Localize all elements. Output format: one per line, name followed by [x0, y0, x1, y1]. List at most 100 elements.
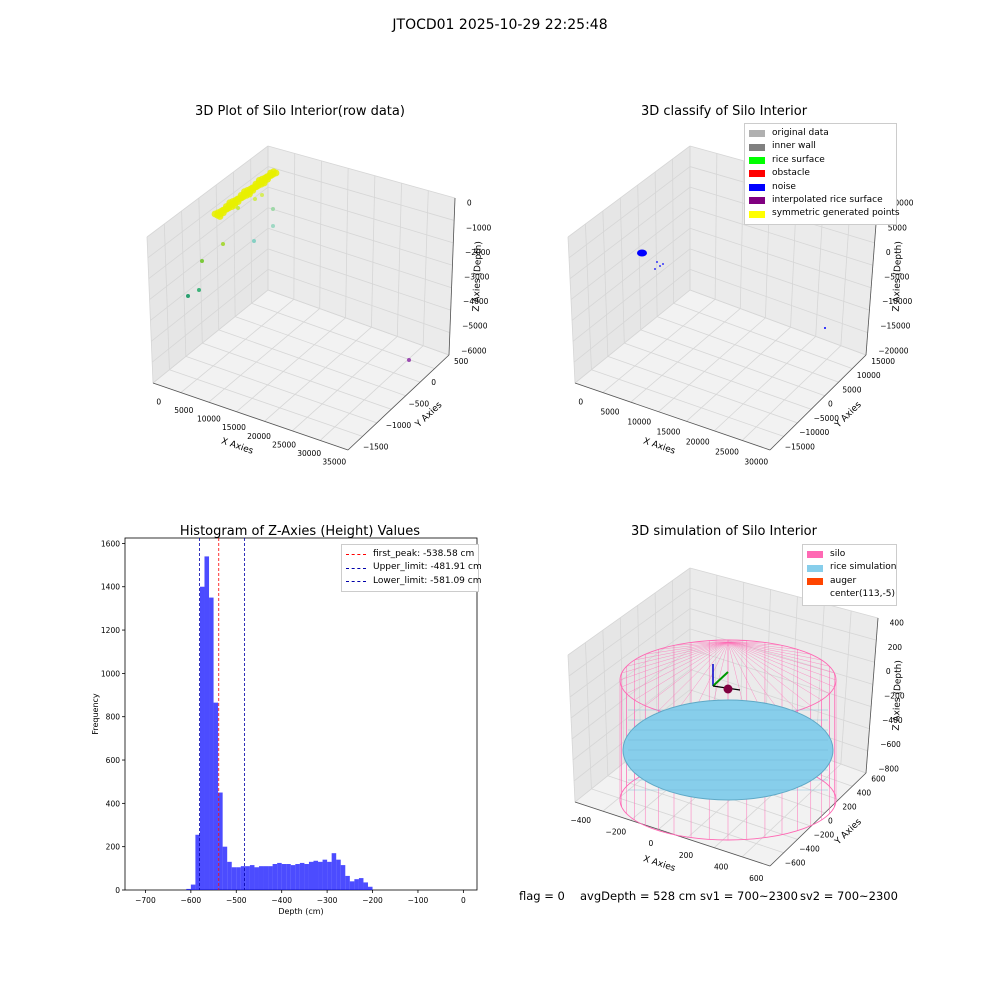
- plot4-title: 3D simulation of Silo Interior: [631, 524, 817, 539]
- hist-bar: [249, 865, 255, 890]
- plot4-grid: [585, 642, 592, 789]
- plot1-point: [221, 242, 225, 246]
- hist-bar: [340, 865, 346, 890]
- plot1-box: 050001000015000200002500030000350005000−…: [146, 145, 492, 467]
- hist-bar: [186, 888, 191, 890]
- hist-bar: [190, 884, 196, 890]
- plot2-grid: [640, 329, 825, 397]
- legend-swatch: [749, 183, 765, 191]
- legend-swatch: [807, 591, 823, 598]
- plot1-grid: [250, 158, 252, 304]
- plot1-grid: [251, 302, 435, 369]
- plot1-grid: [151, 248, 269, 342]
- plot1-point: [253, 197, 257, 201]
- hist-legend-item: Lower_limit: -581.09 cm: [346, 575, 481, 588]
- hist-bar: [281, 864, 287, 890]
- plot2-grid: [686, 326, 791, 422]
- hist-bar: [308, 861, 314, 890]
- silo-roof-wire: [645, 641, 729, 706]
- plot1-point: [252, 239, 256, 243]
- legend-label: Lower_limit: -581.09 cm: [373, 575, 482, 586]
- plot4-grid: [689, 587, 877, 641]
- plot4-grid: [619, 617, 625, 763]
- plot1-z-tick: −6000: [461, 346, 487, 355]
- plot2-point: [662, 263, 664, 265]
- silo-roof-wire: [727, 641, 830, 694]
- hist-x-tick: −200: [362, 896, 383, 905]
- hist-bar: [358, 878, 364, 890]
- hist-bar: [240, 866, 246, 890]
- plot4-y-axis-line: [769, 772, 867, 867]
- plot1-z-tick: −1000: [466, 223, 492, 232]
- plot4-z-tick: 400: [890, 619, 905, 628]
- plot2-grid: [714, 153, 718, 300]
- plot2-grid: [585, 223, 592, 370]
- plot4-z-tick: 0: [886, 667, 891, 676]
- hist-bar: [304, 864, 309, 890]
- legend-label: center(113,-5): [830, 589, 895, 600]
- plot2-grid: [624, 342, 812, 410]
- hist-plot: −700 −600 −500 −400 −300 −200 −100 0 0 200 400 600 8…: [91, 537, 478, 916]
- legend-label: rice surface: [772, 154, 825, 165]
- plot2-grid: [741, 345, 842, 441]
- hist-bar: [363, 882, 368, 890]
- plot1-grid: [236, 317, 346, 413]
- plot2-x-tick: 30000: [744, 458, 768, 467]
- plot1-grid: [267, 248, 451, 311]
- plot1-point: [271, 224, 275, 228]
- plot1-y-tick: −1000: [386, 421, 412, 430]
- plot2-grid: [689, 289, 867, 356]
- plot2-y-tick: 15000: [871, 357, 895, 366]
- plot1-grid: [202, 342, 392, 410]
- legend-swatch: [807, 564, 823, 572]
- plot2-z-tick: −20000: [878, 346, 908, 355]
- hist-bar: [268, 866, 273, 890]
- hist-bar: [331, 853, 337, 890]
- legend-swatch: [749, 210, 765, 218]
- plot1-grid: [152, 289, 269, 384]
- hist-bar: [299, 862, 305, 890]
- legend-swatch: [749, 143, 765, 151]
- hist-bar: [227, 861, 232, 890]
- hist-bar: [349, 881, 355, 890]
- hist-x-tick: −300: [317, 896, 338, 905]
- plot1-point: [272, 169, 280, 177]
- plot1-x-tick: 10000: [197, 415, 221, 424]
- plot2-point: [659, 265, 661, 267]
- plot2-legend-item: original data: [749, 127, 892, 140]
- hist-x-tick: 0: [461, 896, 466, 905]
- plot2-x-tick: 15000: [657, 428, 681, 437]
- plot4-x-tick: 0: [649, 839, 654, 848]
- legend-label: auger: [830, 575, 857, 586]
- plot1-grid: [208, 308, 320, 403]
- plot2-box: 0 5000 10000 15000 20000 25000 30000 15000 10000…: [567, 145, 914, 467]
- legend-label: inner wall: [772, 141, 816, 152]
- silo-roof-wire: [634, 641, 729, 661]
- plot2-legend-item: noise: [749, 181, 892, 194]
- plot1-z-tick: −4000: [463, 297, 489, 306]
- plot4-grid: [689, 567, 879, 619]
- plot4-grid: [840, 610, 852, 765]
- hist-bar: [222, 846, 228, 890]
- legend-line: [346, 567, 366, 569]
- plot4-grid: [602, 630, 609, 776]
- plot1-grid: [319, 160, 322, 309]
- plot1-grid: [147, 166, 269, 259]
- plot4-z-tick: −200: [884, 692, 905, 701]
- plot2-x-tick: 0: [578, 397, 583, 406]
- legend-swatch: [749, 157, 765, 165]
- sv1-status: sv1 = 700~2300: [700, 889, 798, 903]
- plot1-point: [200, 259, 204, 263]
- plot2-z-label: Z Axies (Depth): [892, 241, 904, 312]
- hist-bar: [263, 866, 269, 890]
- plot2-y-tick: 5000: [842, 385, 861, 394]
- legend-label: silo: [830, 549, 846, 559]
- silo-roof-wire: [621, 641, 729, 674]
- hist-bar: [290, 865, 296, 890]
- plot1-grid: [292, 336, 398, 432]
- plot1-z-axis-line: [448, 197, 456, 356]
- plot2-z-tick: −15000: [880, 322, 910, 331]
- plot2-z-tick: 10000: [890, 199, 914, 208]
- plot1-title: 3D Plot of Silo Interior(row data): [195, 104, 405, 119]
- auger-center-marker: [723, 684, 733, 694]
